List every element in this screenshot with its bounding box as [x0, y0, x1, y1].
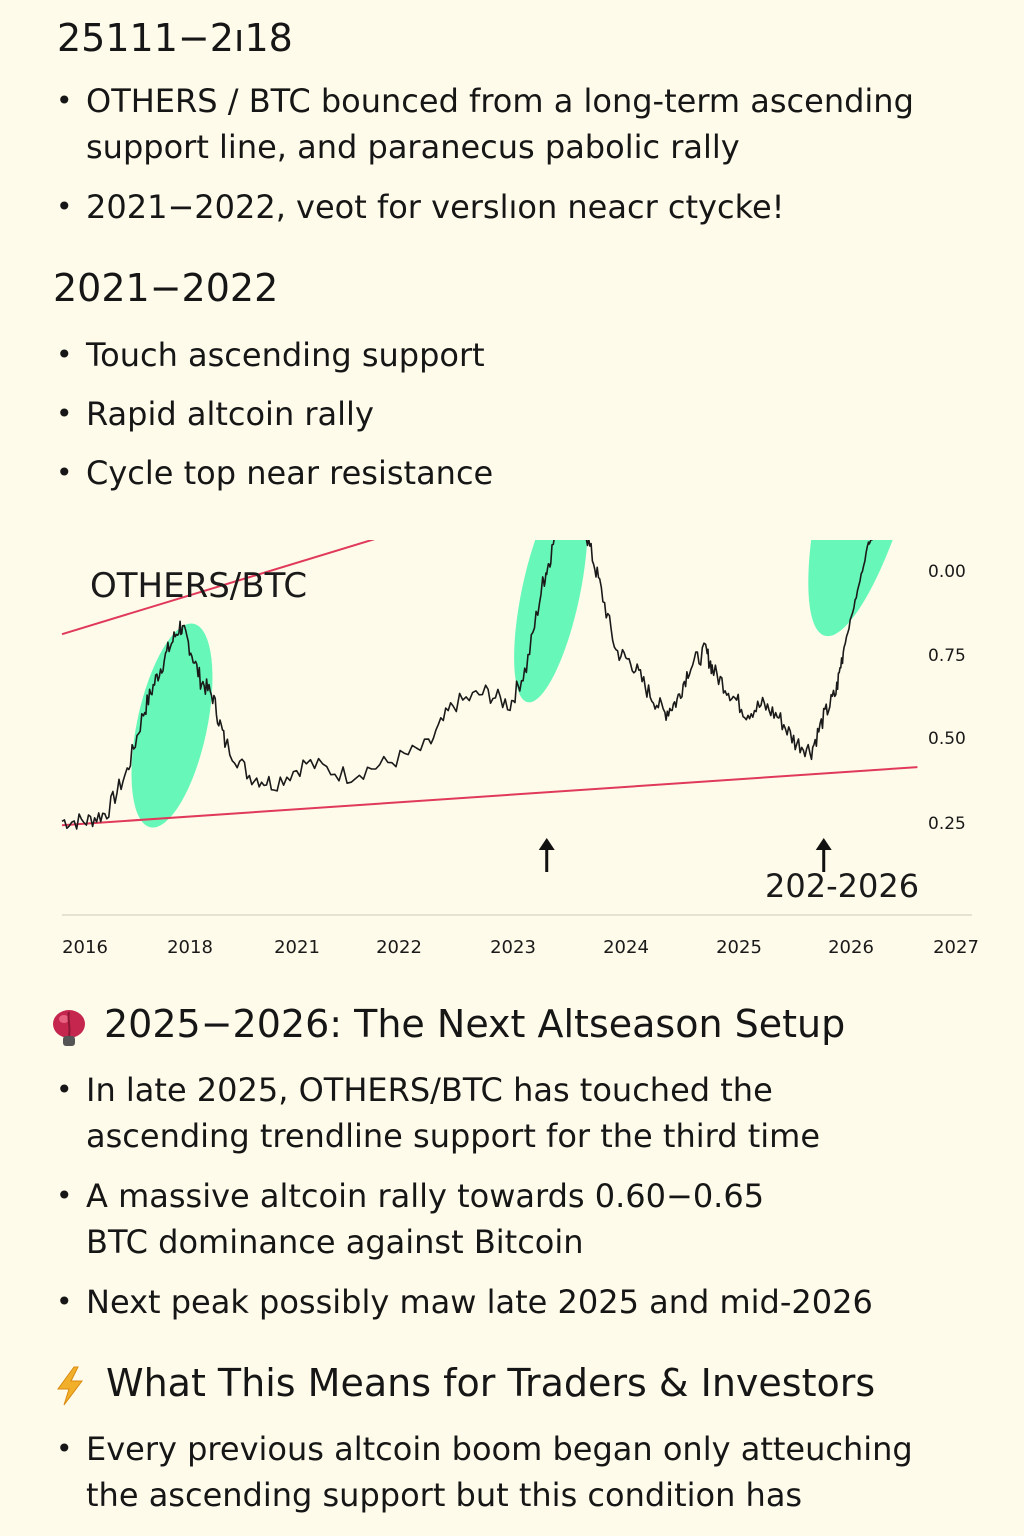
rally-highlight-ellipse: [514, 540, 588, 703]
y-tick-label: 0.00: [928, 562, 966, 582]
section2-heading: 2021−2022: [53, 266, 279, 310]
list-item: 2021−2022, veot for verslıon neacr ctyck…: [56, 184, 986, 230]
y-tick-label: 0.75: [928, 646, 966, 666]
section4-bullet-list: Every previous altcoin boom began only a…: [56, 1426, 966, 1518]
list-item: Rapid altcoin rally: [56, 391, 686, 437]
section1-bullet-list: OTHERS / BTC bounced from a long-term as…: [56, 78, 986, 230]
list-item: Next peak possibly maw late 2025 and mid…: [56, 1279, 966, 1325]
chart-trendlines: [61, 540, 918, 827]
x-tick-label: 2027: [933, 937, 979, 958]
resistance-trendline: [61, 540, 376, 636]
x-tick-label: 2022: [376, 937, 422, 958]
lightning-bolt-icon: [52, 1365, 92, 1407]
x-tick-label: 2026: [828, 937, 874, 958]
list-item: OTHERS / BTC bounced from a long-term as…: [56, 78, 986, 170]
y-tick-label: 0.25: [928, 814, 966, 834]
support-trendline: [61, 766, 918, 827]
chart-series: [61, 540, 873, 830]
x-tick-label: 2018: [167, 937, 213, 958]
rally-highlight-ellipse: [808, 540, 934, 637]
x-tick-label: 2016: [62, 937, 108, 958]
chart-x-ticks: 2016 2018 2021 2022 2023 2024 2025 2026 2027: [62, 937, 979, 958]
arrow-head: [538, 838, 555, 850]
others-btc-chart: 2016 2018 2021 2022 2023 2024 2025 2026 2027 0.0…: [61, 540, 979, 958]
section3-bullet-list: In late 2025, OTHERS/BTC has touched the…: [56, 1067, 966, 1325]
x-tick-label: 2025: [716, 937, 762, 958]
rally-highlight-ellipse: [131, 623, 213, 828]
section3-heading-row: 2025−2026: The Next Altseason Setup: [46, 1002, 845, 1047]
list-item: Touch ascending support: [56, 332, 686, 378]
y-tick-label: 0.50: [928, 729, 966, 749]
x-tick-label: 2021: [274, 937, 320, 958]
x-tick-label: 2023: [490, 937, 536, 958]
list-item: Every previous altcoin boom began only a…: [56, 1426, 966, 1518]
list-item: Cycle top near resistance: [56, 450, 686, 496]
section4-heading-row: What This Means for Traders & Investors: [52, 1361, 875, 1407]
bottom-fade: [0, 1512, 1024, 1536]
section3-heading: 2025−2026: The Next Altseason Setup: [104, 1002, 846, 1046]
chart-highlights: [131, 540, 934, 828]
brain-icon: [46, 1007, 92, 1047]
chart-y-ticks: 0.00 0.75 0.50 0.25: [928, 562, 966, 834]
arrow-head: [815, 838, 832, 850]
price-series-line: [61, 540, 873, 830]
section2-bullet-list: Touch ascending support Rapid altcoin ra…: [56, 332, 686, 496]
up-arrow-icon: [815, 838, 832, 872]
section1-heading: 25111−2ı18: [57, 16, 293, 60]
list-item: A massive altcoin rally towards 0.60−0.6…: [56, 1173, 966, 1265]
section4-heading: What This Means for Traders & Investors: [106, 1361, 876, 1405]
chart-annotation: 202-2026: [765, 867, 919, 905]
x-tick-label: 2024: [603, 937, 649, 958]
chart-markers: [538, 838, 832, 872]
list-item: In late 2025, OTHERS/BTC has touched the…: [56, 1067, 966, 1159]
up-arrow-icon: [538, 838, 555, 872]
chart-title: OTHERS/BTC: [90, 566, 307, 606]
